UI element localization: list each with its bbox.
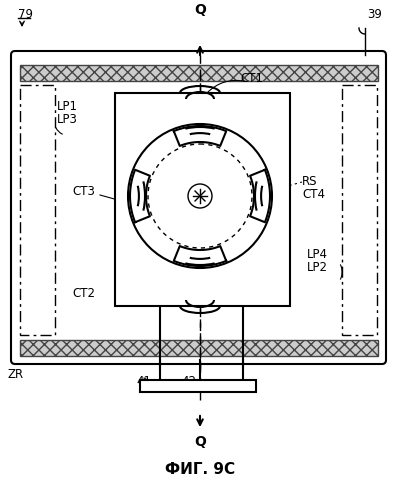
Text: ФИГ. 9C: ФИГ. 9C	[165, 462, 235, 477]
Polygon shape	[174, 246, 226, 266]
Text: 51: 51	[204, 205, 219, 218]
Text: LP1: LP1	[57, 100, 78, 113]
Text: Q: Q	[194, 435, 206, 449]
Text: 41: 41	[136, 375, 151, 388]
Polygon shape	[130, 170, 150, 222]
Text: LP4: LP4	[307, 248, 328, 261]
Bar	[115, 93, 290, 306]
Text: CC: CC	[155, 186, 172, 199]
Text: LP3: LP3	[57, 113, 78, 126]
Bar	[20, 65, 378, 81]
Text: Q: Q	[194, 3, 206, 17]
Text: CT2: CT2	[72, 287, 95, 300]
Text: LP2: LP2	[307, 261, 328, 274]
Bar	[20, 340, 378, 356]
Text: 39: 39	[367, 8, 382, 21]
Text: CT4: CT4	[302, 188, 325, 201]
Text: CT3: CT3	[72, 185, 95, 198]
Text: 42: 42	[181, 375, 196, 388]
Polygon shape	[250, 170, 270, 222]
Bar	[20, 85, 55, 335]
Bar	[342, 85, 377, 335]
Text: ZR: ZR	[8, 368, 24, 381]
FancyBboxPatch shape	[11, 51, 386, 364]
Text: 79: 79	[18, 8, 33, 21]
Text: CT1: CT1	[240, 72, 263, 85]
Text: RS: RS	[302, 175, 318, 188]
Text: 57B: 57B	[228, 248, 251, 261]
Polygon shape	[174, 126, 226, 146]
Text: 57A: 57A	[228, 122, 251, 135]
Bar	[140, 380, 256, 392]
